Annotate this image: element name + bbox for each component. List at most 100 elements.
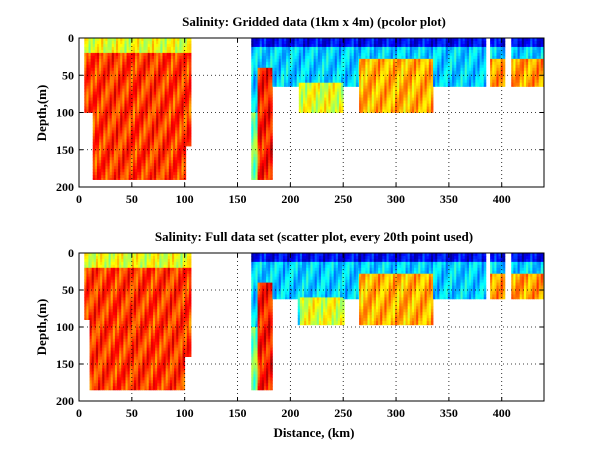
salinity-cell <box>255 94 258 98</box>
salinity-cell <box>168 85 172 90</box>
salinity-cell <box>382 61 385 66</box>
salinity-cell <box>483 46 487 51</box>
salinity-cell <box>130 115 134 119</box>
salinity-cell <box>139 40 142 45</box>
salinity-cell <box>416 103 419 107</box>
salinity-cell <box>296 49 300 54</box>
salinity-cell <box>367 73 371 78</box>
salinity-cell <box>135 136 138 140</box>
salinity-cell <box>409 64 413 69</box>
salinity-cell <box>105 112 108 116</box>
salinity-cell <box>132 163 136 167</box>
salinity-cell <box>164 127 168 131</box>
salinity-cell <box>184 115 188 119</box>
salinity-cell <box>424 38 428 42</box>
salinity-cell <box>416 52 419 57</box>
salinity-cell <box>94 85 98 90</box>
salinity-cell <box>324 79 327 84</box>
salinity-cell <box>483 82 487 87</box>
salinity-cell <box>430 100 434 104</box>
salinity-cell <box>263 148 267 152</box>
salinity-cell <box>118 106 121 110</box>
salinity-cell <box>475 40 478 45</box>
salinity-cell <box>122 85 125 90</box>
salinity-cell <box>126 70 130 75</box>
salinity-cell <box>475 70 478 75</box>
salinity-cell <box>147 85 151 90</box>
salinity-cell <box>411 106 415 110</box>
salinity-cell <box>403 64 406 69</box>
salinity-cell <box>426 52 430 57</box>
salinity-cell <box>371 100 375 104</box>
salinity-cell <box>101 106 104 110</box>
salinity-cell <box>162 88 165 93</box>
salinity-cell <box>332 73 336 78</box>
salinity-cell <box>101 166 104 170</box>
salinity-cell <box>94 52 98 57</box>
salinity-cell <box>317 94 321 98</box>
salinity-cell <box>311 61 315 66</box>
salinity-cell <box>399 49 402 54</box>
salinity-cell <box>330 88 334 93</box>
salinity-cell <box>99 49 102 54</box>
salinity-cell <box>130 142 134 146</box>
salinity-cell <box>124 109 127 113</box>
salinity-cell <box>409 79 413 84</box>
salinity-cell <box>107 118 111 122</box>
salinity-cell <box>188 133 192 137</box>
salinity-cell <box>164 169 168 173</box>
salinity-cell <box>188 100 192 104</box>
salinity-cell <box>184 145 188 147</box>
salinity-cell <box>109 94 113 98</box>
salinity-cell <box>124 163 127 167</box>
salinity-cell <box>317 97 321 101</box>
salinity-cell <box>341 106 344 110</box>
salinity-cell <box>420 55 423 60</box>
salinity-cell <box>388 94 392 98</box>
salinity-cell <box>154 52 157 57</box>
salinity-cell <box>118 169 121 173</box>
salinity-cell <box>479 64 483 69</box>
salinity-cell <box>84 82 87 87</box>
salinity-cell <box>137 172 140 176</box>
salinity-cell <box>177 148 180 152</box>
salinity-cell <box>411 94 415 98</box>
salinity-cell <box>439 67 442 72</box>
salinity-cell <box>128 55 132 60</box>
salinity-cell <box>103 61 106 66</box>
salinity-cell <box>166 38 170 42</box>
salinity-cell <box>149 142 153 146</box>
salinity-cell <box>143 64 146 69</box>
salinity-cell <box>305 82 308 87</box>
salinity-cell <box>401 58 404 63</box>
salinity-cell <box>118 130 121 134</box>
salinity-cell <box>126 76 130 81</box>
salinity-cell <box>96 136 100 140</box>
salinity-cell <box>86 91 89 96</box>
salinity-cell <box>118 172 121 176</box>
salinity-cell <box>367 61 371 66</box>
salinity-cell <box>118 109 121 113</box>
salinity-cell <box>326 91 329 96</box>
salinity-cell <box>311 79 315 84</box>
salinity-cell <box>324 70 327 75</box>
salinity-cell <box>128 151 132 155</box>
salinity-cell <box>181 100 185 104</box>
salinity-cell <box>328 85 331 90</box>
salinity-cell <box>422 97 425 101</box>
salinity-cell <box>99 76 102 81</box>
salinity-cell <box>139 85 142 90</box>
salinity-cell <box>139 67 142 72</box>
salinity-cell <box>115 130 119 134</box>
salinity-cell <box>430 52 434 57</box>
salinity-cell <box>179 100 182 104</box>
salinity-cell <box>294 43 298 48</box>
salinity-cell <box>319 88 323 93</box>
salinity-cell <box>173 169 176 173</box>
salinity-cell <box>411 70 415 75</box>
salinity-cell <box>126 157 130 161</box>
salinity-cell <box>303 88 306 93</box>
salinity-cell <box>130 163 134 167</box>
salinity-cell <box>103 154 106 158</box>
salinity-cell <box>319 79 323 84</box>
